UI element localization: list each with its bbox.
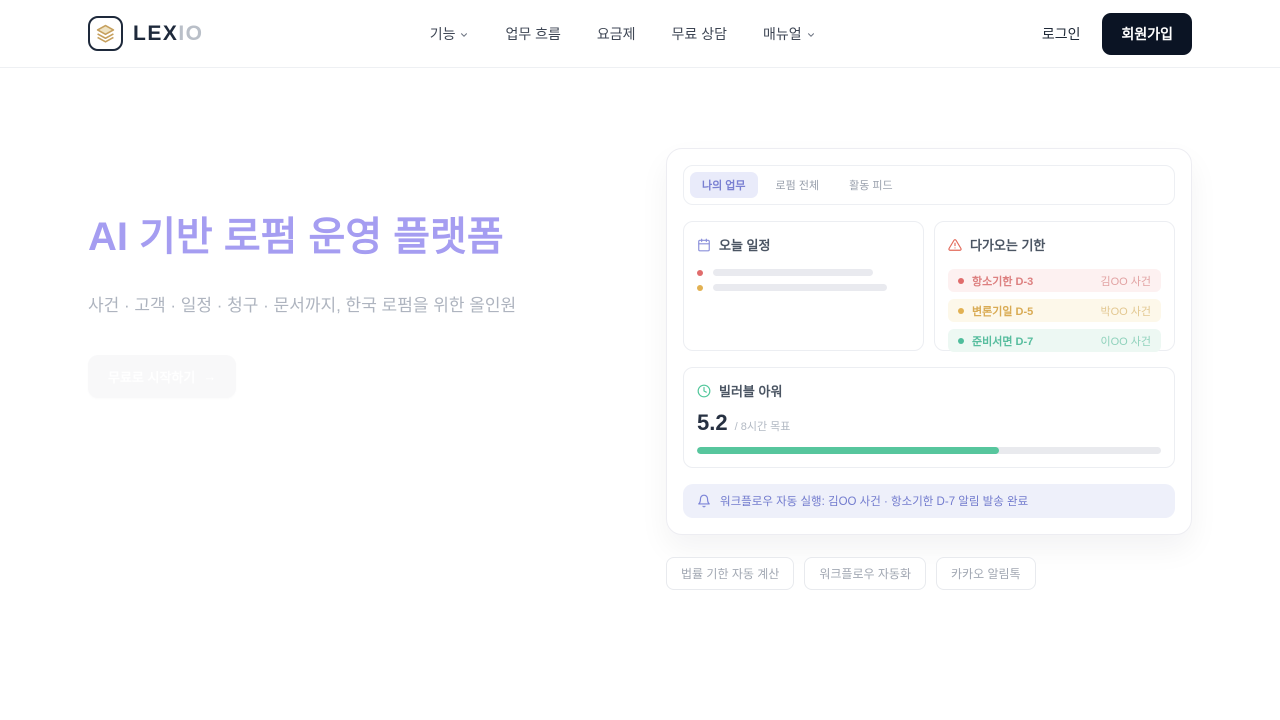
billable-hours-value: 5.2 bbox=[697, 410, 728, 435]
chevron-down-icon bbox=[459, 30, 469, 40]
skeleton-bar bbox=[713, 284, 887, 291]
logo-text: LEXIO bbox=[133, 21, 204, 45]
dashboard-preview-card: 나의 업무 로펌 전체 활동 피드 오늘 bbox=[666, 148, 1192, 535]
login-link[interactable]: 로그인 bbox=[1041, 25, 1081, 42]
tag-kakao-alimtalk: 카카오 알림톡 bbox=[935, 557, 1036, 590]
upcoming-deadlines-card: 다가오는 기한 항소기한 D-3 김OO 사건 bbox=[934, 221, 1175, 352]
billable-progress-fill bbox=[697, 447, 999, 454]
signup-button[interactable]: 회원가입 bbox=[1102, 12, 1192, 55]
deadline-label: 준비서면 D-7 bbox=[972, 335, 1034, 348]
status-dot bbox=[958, 277, 964, 284]
nav-item-consult[interactable]: 무료 상담 bbox=[672, 24, 727, 44]
skeleton-bar bbox=[713, 269, 873, 276]
nav-item-features[interactable]: 기능 bbox=[430, 24, 470, 44]
nav-item-workflow[interactable]: 업무 흐름 bbox=[505, 24, 560, 44]
tag-legal-deadline-calc: 법률 기한 자동 계산 bbox=[666, 557, 795, 590]
hero-subtitle: 사건 · 고객 · 일정 · 청구 · 문서까지, 한국 로펌을 위한 올인원 bbox=[88, 296, 517, 315]
cta-label: 무료로 시작하기 bbox=[108, 370, 196, 385]
deadline-case: 이OO 사건 bbox=[1100, 335, 1151, 348]
deadline-row-brief[interactable]: 준비서면 D-7 이OO 사건 bbox=[948, 329, 1161, 352]
page-title: AI 기반 로펌 운영 플랫폼 bbox=[88, 215, 504, 259]
workflow-notification-banner: 워크플로우 자동 실행: 김OO 사건 · 항소기한 D-7 알림 발송 완료 bbox=[683, 484, 1175, 518]
nav-item-pricing[interactable]: 요금제 bbox=[597, 24, 636, 44]
notification-text: 워크플로우 자동 실행: 김OO 사건 · 항소기한 D-7 알림 발송 완료 bbox=[720, 496, 1029, 508]
cta-start-free-button[interactable]: 무료로 시작하기 → bbox=[88, 355, 237, 398]
deadline-case: 박OO 사건 bbox=[1100, 305, 1151, 318]
today-schedule-title: 오늘 일정 bbox=[719, 238, 771, 253]
feature-tags: 법률 기한 자동 계산 워크플로우 자동화 카카오 알림톡 bbox=[666, 557, 1192, 590]
nav-item-manual[interactable]: 매뉴얼 bbox=[763, 24, 816, 44]
bell-icon bbox=[697, 494, 711, 508]
hero-section: AI 기반 로펌 운영 플랫폼 사건 · 고객 · 일정 · 청구 · 문서까지… bbox=[0, 68, 1280, 590]
logo[interactable]: LEXIO bbox=[88, 16, 204, 51]
nav-item-label: 요금제 bbox=[596, 25, 636, 42]
alert-triangle-icon bbox=[948, 238, 962, 252]
tab-firm-all[interactable]: 로펌 전체 bbox=[775, 180, 820, 192]
deadline-row-hearing[interactable]: 변론기일 D-5 박OO 사건 bbox=[948, 299, 1161, 322]
status-dot bbox=[958, 337, 964, 344]
tag-workflow-automation: 워크플로우 자동화 bbox=[804, 557, 926, 590]
calendar-icon bbox=[697, 238, 711, 252]
status-dot bbox=[697, 284, 703, 291]
main-nav: 기능 업무 흐름 요금제 무료 상담 매뉴얼 bbox=[430, 24, 816, 44]
dashboard-tabs: 나의 업무 로펌 전체 활동 피드 bbox=[683, 165, 1175, 205]
chevron-down-icon bbox=[806, 30, 816, 40]
billable-hours-target: / 8시간 목표 bbox=[734, 421, 791, 433]
deadline-case: 김OO 사건 bbox=[1100, 275, 1151, 288]
billable-hours-card: 빌러블 아워 5.2 / 8시간 목표 bbox=[683, 367, 1175, 468]
billable-hours-title: 빌러블 아워 bbox=[719, 384, 783, 399]
tab-activity-feed[interactable]: 활동 피드 bbox=[849, 180, 893, 192]
tab-my-work[interactable]: 나의 업무 bbox=[690, 172, 758, 198]
nav-item-label: 업무 흐름 bbox=[505, 25, 561, 42]
upcoming-deadlines-title: 다가오는 기한 bbox=[970, 238, 1046, 253]
status-dot bbox=[958, 307, 964, 314]
layers-icon bbox=[88, 16, 123, 51]
nav-item-label: 기능 bbox=[429, 25, 456, 42]
arrow-right-icon: → bbox=[203, 369, 217, 384]
today-schedule-card: 오늘 일정 bbox=[683, 221, 924, 351]
nav-item-label: 무료 상담 bbox=[671, 25, 727, 42]
nav-item-label: 매뉴얼 bbox=[762, 25, 802, 42]
header: LEXIO 기능 업무 흐름 요금제 무료 상담 매뉴얼 bbox=[0, 0, 1280, 68]
deadline-label: 항소기한 D-3 bbox=[972, 275, 1034, 288]
schedule-skeleton-row bbox=[697, 269, 910, 276]
clock-icon bbox=[697, 384, 711, 398]
schedule-skeleton-row bbox=[697, 284, 910, 291]
deadline-row-appeal[interactable]: 항소기한 D-3 김OO 사건 bbox=[948, 269, 1161, 292]
status-dot bbox=[697, 269, 703, 276]
billable-progress-track bbox=[697, 447, 1161, 454]
deadline-label: 변론기일 D-5 bbox=[972, 305, 1034, 318]
